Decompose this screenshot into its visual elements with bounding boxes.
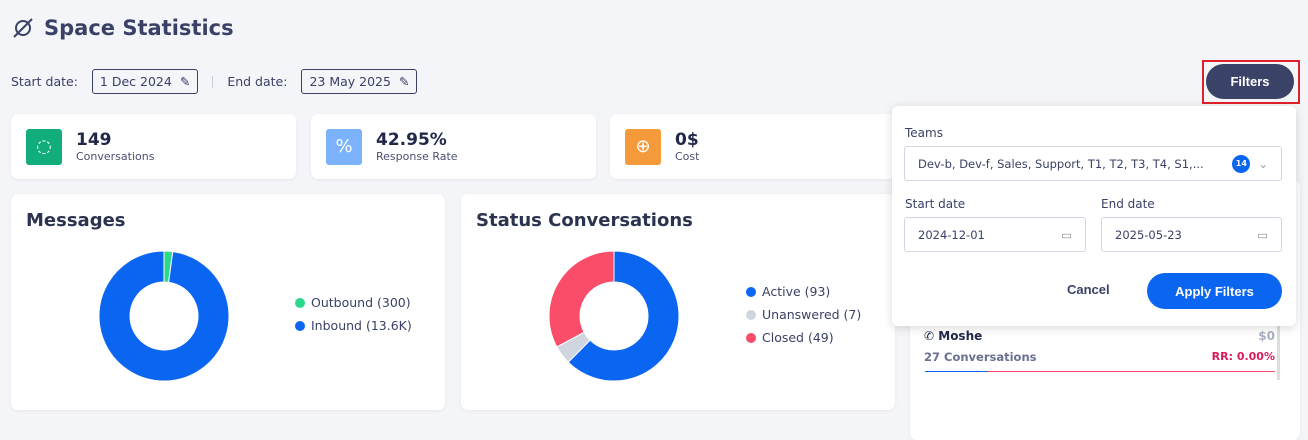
end-date-label: End date [1101, 197, 1155, 211]
title-text: Space Statistics [44, 16, 234, 40]
kpi-value: 42.95% [376, 130, 447, 150]
status-card: Status Conversations Active (93) Unanswe… [461, 194, 895, 410]
agent-cost: $0 [1258, 329, 1275, 343]
calendar-icon: ▭ [1061, 227, 1072, 242]
page-title: Space Statistics [12, 16, 234, 40]
legend: Outbound (300) Inbound (13.6K) [295, 295, 412, 341]
legend-item: Outbound (300) [295, 295, 412, 310]
agent-rr: RR: 0.00% [1211, 350, 1275, 363]
kpi-value: 149 [76, 130, 112, 150]
kpi-value: 0$ [675, 130, 699, 150]
agent-progress-fill [925, 371, 988, 372]
legend-dot [295, 297, 305, 308]
cancel-button[interactable]: Cancel [1067, 282, 1110, 297]
pencil-icon: ✎ [398, 74, 410, 89]
end-date-label: End date: [227, 74, 288, 89]
legend-item: Inbound (13.6K) [295, 318, 412, 333]
kpi-response-rate: % 42.95% Response Rate [311, 114, 596, 179]
kpi-label: Response Rate [376, 150, 458, 163]
legend-text: Active (93) [762, 284, 831, 299]
kpi-label: Cost [675, 150, 700, 163]
legend-item: Active (93) [746, 284, 861, 299]
end-date-pill[interactable]: 23 May 2025 ✎ [301, 69, 418, 94]
legend-dot [746, 286, 756, 297]
filters-button[interactable]: Filters [1206, 64, 1294, 99]
chat-icon: ◌ [26, 128, 62, 165]
start-date-label: Start date: [11, 74, 78, 89]
start-date-pill[interactable]: 1 Dec 2024 ✎ [91, 69, 199, 94]
messages-card: Messages Outbound (300) Inbound (13.6K) [11, 194, 445, 410]
calendar-icon: ▭ [1257, 227, 1268, 242]
end-date-value: 2025-05-23 [1115, 227, 1182, 242]
divider [212, 75, 214, 88]
kpi-cost: ⊕ 0$ Cost [610, 114, 895, 179]
whatsapp-icon: ✆ [924, 329, 935, 343]
legend-text: Closed (49) [762, 330, 834, 345]
end-date-input[interactable]: 2025-05-23 ▭ [1101, 217, 1282, 252]
legend-text: Outbound (300) [311, 295, 411, 310]
agent-progress [925, 371, 1275, 372]
legend: Active (93) Unanswered (7) Closed (49) [746, 284, 861, 353]
start-date-input[interactable]: 2024-12-01 ▭ [904, 217, 1086, 252]
start-date-value: 1 Dec 2024 [99, 74, 172, 89]
slice-closed[interactable] [548, 250, 615, 348]
legend-text: Unanswered (7) [762, 307, 862, 322]
legend-dot [746, 332, 756, 343]
filters-popup: Teams Dev-b, Dev-f, Sales, Support, T1, … [892, 106, 1296, 326]
slice-inbound[interactable] [98, 250, 230, 382]
scrollbar[interactable] [1277, 320, 1280, 380]
chart-title: Messages [26, 210, 126, 231]
start-date-value: 2024-12-01 [918, 227, 985, 242]
kpi-label: Conversations [76, 150, 155, 163]
legend-item: Closed (49) [746, 330, 861, 345]
legend-dot [746, 309, 756, 320]
planet-icon [13, 18, 33, 38]
slice-active[interactable] [567, 250, 680, 382]
agent-name-row: ✆ Moshe [924, 329, 982, 343]
kpi-conversations: ◌ 149 Conversations [11, 114, 296, 179]
end-date-value: 23 May 2025 [309, 74, 391, 89]
legend-item: Unanswered (7) [746, 307, 861, 322]
percent-icon: % [326, 128, 362, 165]
teams-value: Dev-b, Dev-f, Sales, Support, T1, T2, T3… [918, 156, 1204, 171]
date-range: Start date: 1 Dec 2024 ✎ End date: 23 May… [11, 69, 427, 94]
status-donut [548, 250, 680, 382]
chevron-down-icon: ⌄ [1258, 156, 1268, 171]
pencil-icon: ✎ [179, 74, 191, 89]
teams-select[interactable]: Dev-b, Dev-f, Sales, Support, T1, T2, T3… [904, 146, 1282, 181]
teams-label: Teams [905, 126, 943, 140]
agent-name: Moshe [938, 329, 983, 343]
agent-conversations: 27 Conversations [924, 350, 1037, 364]
legend-text: Inbound (13.6K) [311, 318, 412, 333]
chart-title: Status Conversations [476, 210, 693, 231]
teams-count-badge: 14 [1232, 154, 1251, 173]
highlight-outline [1202, 60, 1300, 104]
start-date-label: Start date [905, 197, 966, 211]
apply-filters-button[interactable]: Apply Filters [1147, 273, 1282, 309]
globe-icon: ⊕ [625, 128, 661, 165]
messages-donut [98, 250, 230, 382]
legend-dot [295, 320, 305, 331]
